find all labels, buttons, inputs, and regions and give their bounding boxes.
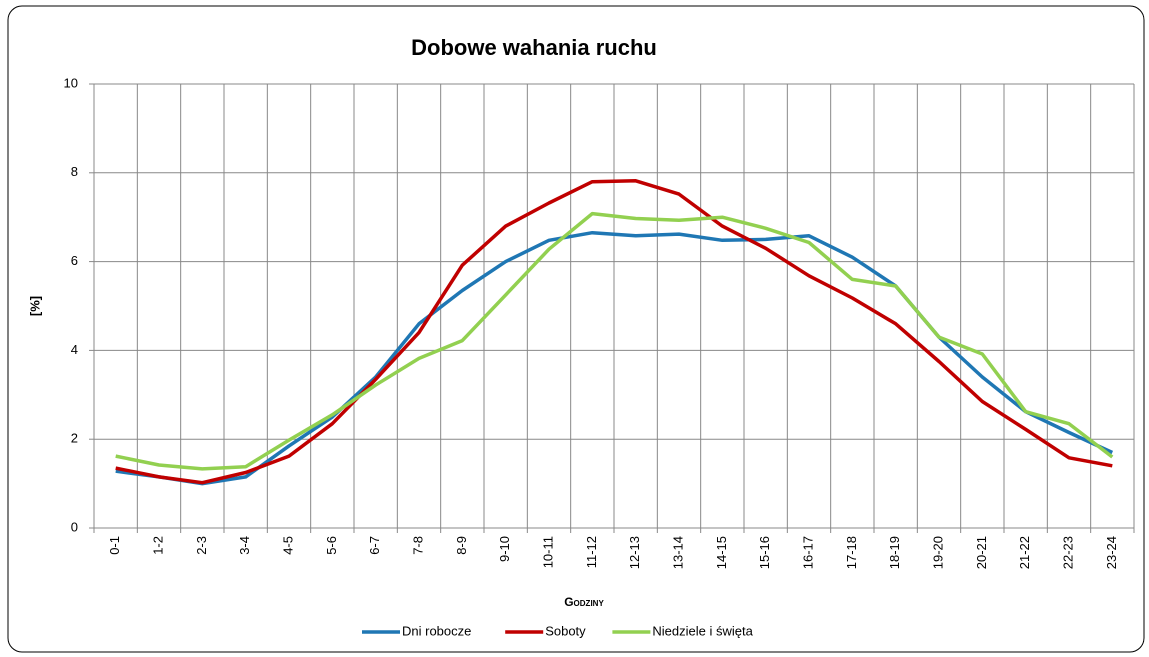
x-tick-label: 1-2 bbox=[150, 536, 165, 555]
x-tick-label: 4-5 bbox=[280, 536, 295, 555]
chart-frame bbox=[7, 5, 1145, 653]
legend-label: Dni robocze bbox=[402, 623, 471, 638]
x-tick-label: 12-13 bbox=[627, 536, 642, 569]
x-tick-label: 2-3 bbox=[194, 536, 209, 555]
chart-title: Dobowe wahania ruchu bbox=[411, 35, 657, 60]
x-tick-label: 6-7 bbox=[367, 536, 382, 555]
x-tick-label: 7-8 bbox=[410, 536, 425, 555]
x-tick-label: 19-20 bbox=[930, 536, 945, 569]
series-line bbox=[115, 230, 1114, 486]
series-line bbox=[115, 179, 1113, 485]
y-tick-label: 10 bbox=[64, 75, 78, 90]
x-tick-label: 9-10 bbox=[497, 536, 512, 562]
x-tick-label: 21-22 bbox=[1017, 536, 1032, 569]
x-tick-label: 5-6 bbox=[324, 536, 339, 555]
x-tick-label: 13-14 bbox=[670, 536, 685, 569]
x-tick-label: 15-16 bbox=[757, 536, 772, 569]
y-tick-label: 0 bbox=[71, 519, 78, 534]
y-axis-label: [%] bbox=[27, 296, 42, 316]
x-tick-label: 10-11 bbox=[540, 536, 555, 568]
x-tick-label: 17-18 bbox=[844, 536, 859, 569]
x-tick-label: 18-19 bbox=[887, 536, 902, 569]
legend-label: Niedziele i święta bbox=[652, 623, 753, 638]
y-tick-label: 2 bbox=[71, 431, 78, 446]
x-axis-label: Godziny bbox=[564, 595, 604, 609]
x-tick-label: 23-24 bbox=[1104, 536, 1119, 569]
x-tick-label: 22-23 bbox=[1060, 536, 1075, 569]
y-tick-label: 8 bbox=[71, 164, 78, 179]
x-tick-label: 0-1 bbox=[107, 536, 122, 555]
x-tick-label: 14-15 bbox=[714, 536, 729, 569]
y-tick-label: 4 bbox=[71, 342, 78, 357]
x-tick-label: 8-9 bbox=[454, 536, 469, 555]
y-tick-label: 6 bbox=[71, 253, 78, 268]
x-tick-label: 11-12 bbox=[584, 536, 599, 568]
series-line bbox=[115, 211, 1114, 471]
x-tick-label: 3-4 bbox=[237, 536, 252, 555]
legend-label: Soboty bbox=[545, 623, 586, 638]
x-tick-label: 16-17 bbox=[800, 536, 815, 569]
x-tick-label: 20-21 bbox=[974, 536, 989, 569]
